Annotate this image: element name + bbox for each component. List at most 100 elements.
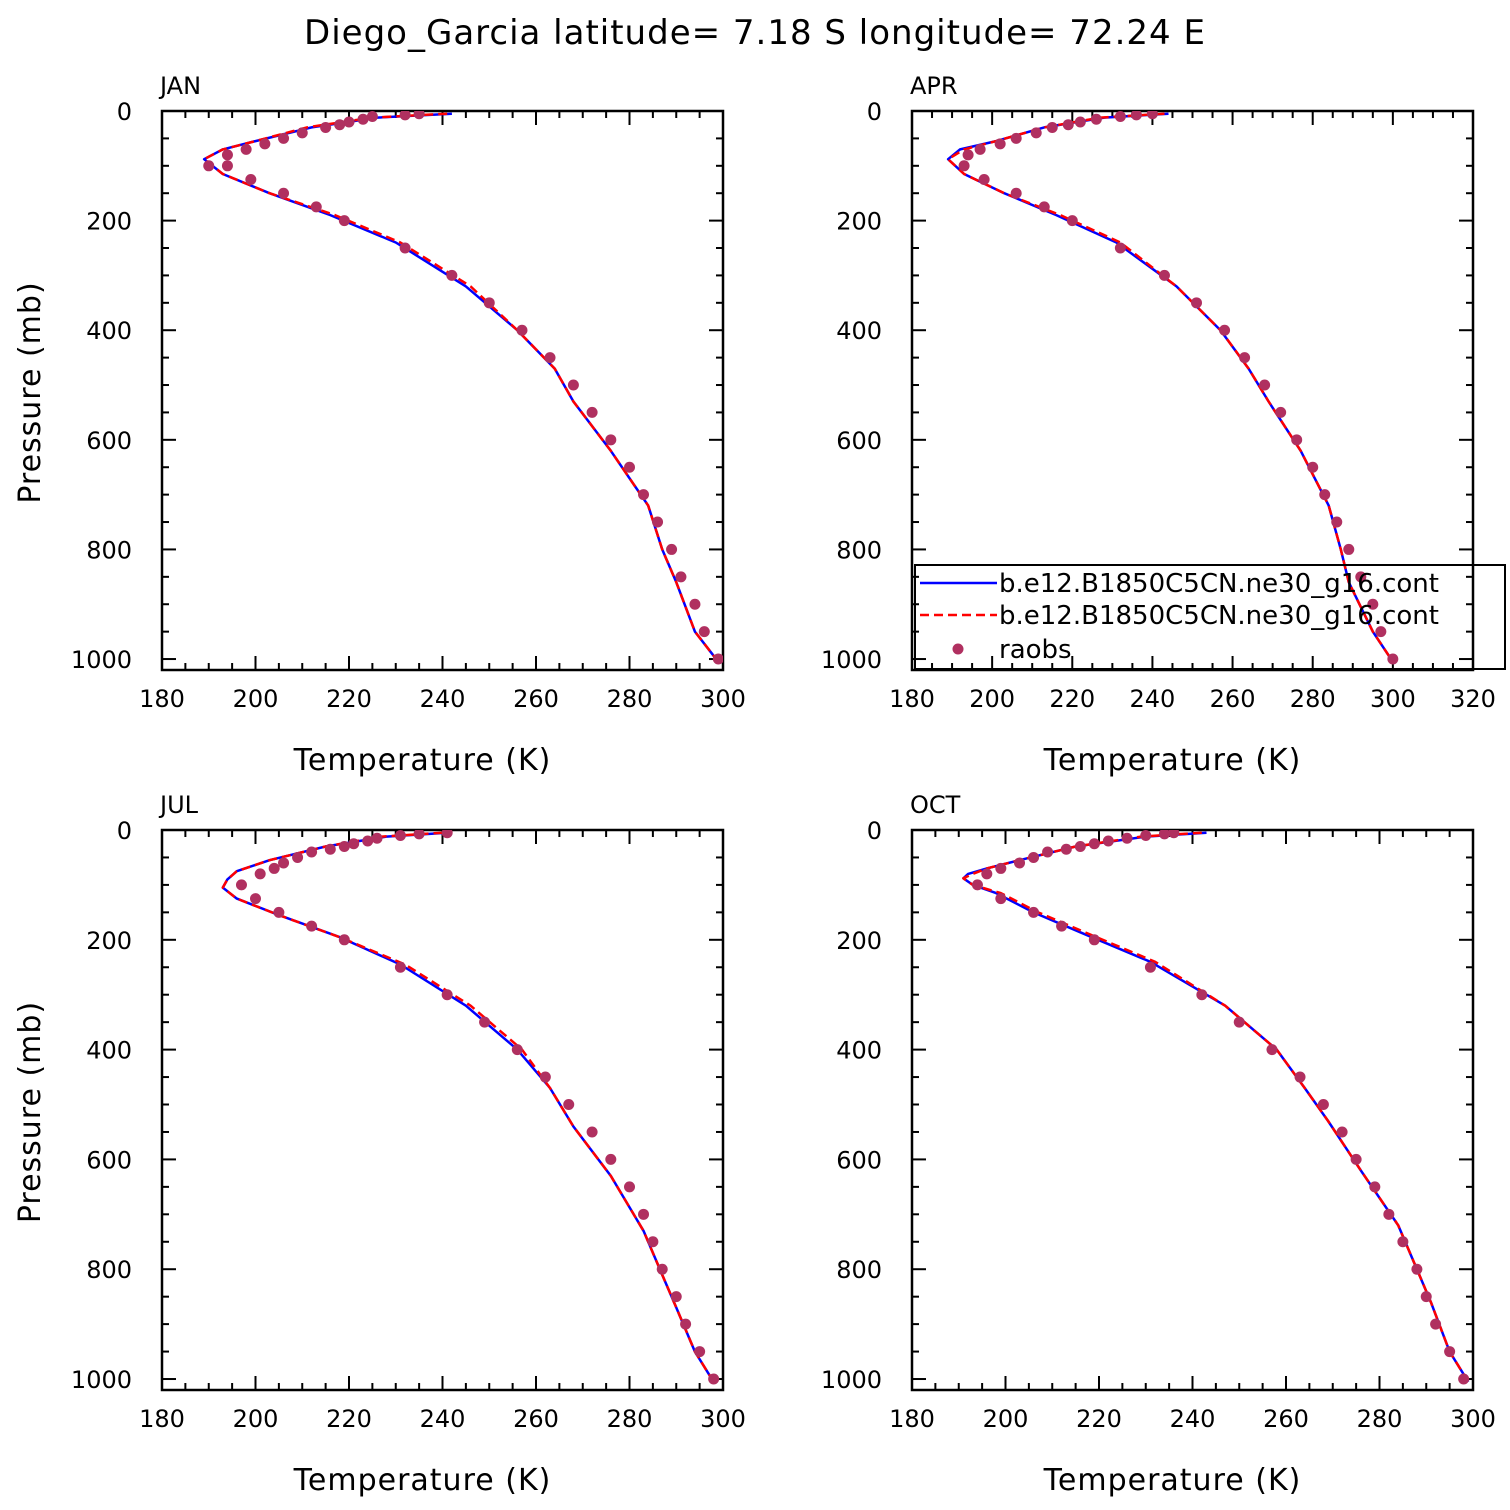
raobs-point (394, 961, 406, 973)
panel-jan: 180 200 220 240 260 280 300 0 200 400 600 800 1000 JA… (13, 72, 746, 778)
x-tick-label: 320 (1450, 685, 1496, 713)
raobs-point (624, 461, 635, 473)
raobs-point (1074, 840, 1086, 852)
plot-area (202, 111, 723, 665)
raobs-point (1056, 920, 1068, 932)
raobs-point (483, 297, 495, 309)
x-tick-label: 300 (1370, 685, 1416, 713)
y-tick-label: 400 (86, 317, 132, 345)
legend-label: raobs (999, 635, 1072, 665)
raobs-point (310, 201, 322, 213)
raobs-point (1146, 111, 1158, 120)
raobs-point (971, 879, 983, 891)
raobs-point (1458, 1373, 1470, 1385)
raobs-point (638, 489, 650, 501)
raobs-point (1090, 113, 1102, 125)
raobs-point (981, 868, 993, 880)
y-tick-label: 200 (836, 208, 882, 236)
raobs-point (666, 543, 678, 555)
raobs-point (638, 1208, 650, 1220)
raobs-point (413, 830, 425, 840)
raobs-point (1010, 132, 1022, 144)
panel-apr: 180 200 220 240 260 280 300 320 0 200 400 600 800 100… (821, 72, 1506, 778)
raobs-point (1144, 961, 1156, 973)
x-tick-label: 240 (1170, 1405, 1216, 1433)
y-tick-label: 0 (867, 98, 882, 126)
raobs-point (1350, 1153, 1362, 1165)
raobs-point (563, 1099, 575, 1111)
raobs-point (1028, 851, 1040, 863)
x-tick-label: 240 (420, 1405, 466, 1433)
y-tick-label: 200 (86, 208, 132, 236)
raobs-point (254, 868, 266, 880)
x-axis-label: Temperature (K) (293, 743, 552, 778)
raobs-point (1411, 1263, 1423, 1275)
raobs-point (605, 434, 617, 446)
raobs-point (413, 111, 425, 120)
raobs-point (278, 857, 290, 869)
figure-title: Diego_Garcia latitude= 7.18 S longitude=… (304, 13, 1206, 53)
raobs-point (978, 174, 990, 186)
raobs-point (680, 1318, 692, 1330)
raobs-point (306, 920, 318, 932)
y-tick-label: 600 (836, 1146, 882, 1174)
raobs-point (1239, 352, 1251, 364)
raobs-point (1259, 379, 1271, 391)
raobs-point (366, 111, 378, 122)
raobs-point (1046, 121, 1058, 133)
raobs-point (1062, 119, 1074, 131)
model-line-dashed (221, 831, 715, 1383)
raobs-point (567, 379, 579, 391)
raobs-point (394, 830, 406, 841)
x-tick-label: 280 (607, 1405, 653, 1433)
raobs-point (221, 149, 233, 161)
raobs-point (1383, 1208, 1395, 1220)
raobs-point (1066, 215, 1078, 227)
model-line-dashed (946, 112, 1394, 663)
raobs-point (1307, 461, 1319, 473)
raobs-point (1191, 297, 1203, 309)
raobs-point (656, 1263, 668, 1275)
raobs-point (1420, 1291, 1432, 1303)
raobs-point (539, 1071, 551, 1083)
x-tick-label: 200 (969, 685, 1015, 713)
raobs-point (1275, 406, 1287, 418)
raobs-point (1030, 127, 1042, 139)
raobs-point (1028, 906, 1040, 918)
y-tick-label: 1000 (821, 1366, 882, 1394)
y-tick-label: 400 (86, 1037, 132, 1065)
raobs-point (995, 862, 1007, 874)
raobs-point (245, 174, 257, 186)
raobs-point (694, 1346, 706, 1358)
raobs-point (1088, 838, 1100, 850)
x-tick-label: 180 (139, 685, 185, 713)
raobs-point (296, 127, 308, 139)
y-tick-label: 400 (836, 1037, 882, 1065)
y-tick-label: 0 (117, 98, 132, 126)
x-tick-label: 220 (1076, 1405, 1122, 1433)
raobs-point (1367, 598, 1379, 610)
panel-jul: 180 200 220 240 260 280 300 0 200 400 600 800 1000 JU… (13, 791, 746, 1498)
panel-title: JUL (158, 791, 199, 819)
legend-label: b.e12.B1850C5CN.ne30_g16.cont (999, 569, 1439, 599)
y-tick-label: 800 (836, 536, 882, 564)
raobs-point (1140, 830, 1152, 841)
x-tick-label: 220 (326, 685, 372, 713)
raobs-point (273, 906, 285, 918)
panel-oct: 180 200 220 240 260 280 300 0 200 400 600 800 1000 OC… (821, 791, 1496, 1498)
raobs-point (221, 160, 233, 172)
panels: 180 200 220 240 260 280 300 0 200 400 600 800 1000 JA… (13, 72, 1506, 1498)
raobs-point (334, 119, 346, 131)
x-tick-label: 300 (700, 685, 746, 713)
raobs-point (1014, 857, 1026, 869)
raobs-point (441, 830, 453, 839)
panel-title: OCT (910, 791, 961, 819)
x-tick-label: 200 (983, 1405, 1029, 1433)
y-tick-label: 1000 (71, 646, 132, 674)
y-tick-label: 200 (86, 927, 132, 955)
model-line-dashed (202, 112, 720, 663)
raobs-point (1088, 934, 1100, 946)
raobs-point (292, 851, 304, 863)
panel-title: APR (910, 72, 958, 100)
